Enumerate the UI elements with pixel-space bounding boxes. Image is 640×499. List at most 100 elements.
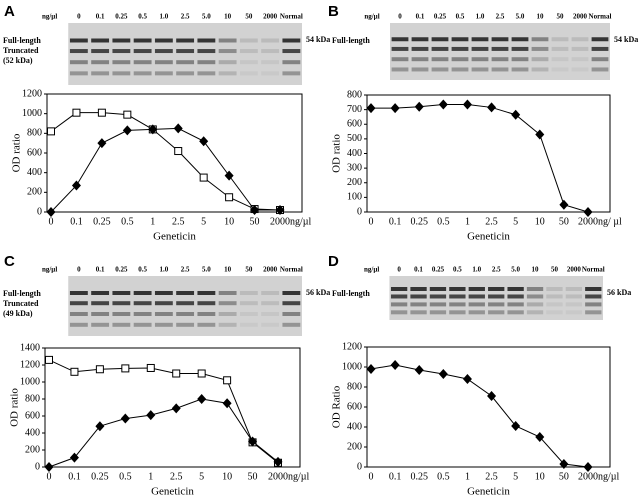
y-tick-label: 800: [347, 89, 362, 100]
marker: [72, 108, 81, 117]
gel-band: [197, 60, 216, 65]
lane-label: 0: [77, 266, 81, 274]
gel-band: [546, 310, 563, 315]
marker: [45, 355, 53, 364]
y-tick-label: 0: [357, 461, 362, 472]
gel-band: [91, 322, 110, 327]
x-tick-label: 5: [513, 216, 518, 227]
y-tick-label: 200: [27, 187, 42, 198]
lane-label: 2.5: [181, 13, 190, 21]
marker: [390, 103, 400, 114]
x-tick-label: 2.5: [170, 471, 183, 482]
gel-band: [507, 294, 524, 299]
gel-band: [282, 291, 301, 295]
x-tick-label: 5: [201, 216, 206, 227]
plot-frame: [366, 94, 611, 213]
gel-band: [511, 67, 529, 72]
gel-band: [488, 294, 505, 299]
y-tick-label: 1200: [20, 359, 40, 370]
marker: [146, 363, 155, 372]
lane-label: 0.1: [414, 266, 423, 274]
y-tick-label: 800: [347, 381, 362, 392]
gel-band: [133, 291, 152, 295]
gel-band: [282, 301, 301, 306]
gel-band-label: Truncated: [3, 299, 39, 308]
y-axis-label: OD ratio: [9, 388, 21, 427]
gel-band: [468, 294, 485, 299]
marker: [535, 129, 545, 140]
gel-band: [261, 71, 280, 76]
gel-band: [468, 302, 485, 307]
lane-label: 0.5: [138, 266, 147, 274]
gel-band: [410, 294, 427, 299]
gel-band: [410, 310, 427, 315]
lane-label: ng/µl: [364, 13, 379, 21]
marker: [224, 170, 234, 181]
lane-label: 10: [532, 266, 540, 274]
lane-label: 0.25: [115, 266, 128, 274]
marker: [70, 367, 79, 376]
gel-band: [468, 287, 485, 291]
x-tick-label: 0: [49, 216, 54, 227]
gel-band: [69, 71, 88, 76]
gel-band: [531, 67, 549, 72]
gel-band: [488, 310, 505, 315]
gel-band: [69, 38, 88, 43]
gel-band: [391, 57, 409, 62]
marker: [148, 124, 158, 135]
x-tick-label: 2000: [578, 216, 598, 227]
y-tick-label: 400: [25, 427, 40, 438]
lane-label: 10: [224, 266, 232, 274]
x-tick-label: 0.1: [68, 471, 81, 482]
gel-band: [261, 312, 280, 316]
y-tick-label: 400: [347, 421, 362, 432]
gel-band: [468, 310, 485, 315]
x-tick-label: 0: [47, 471, 52, 482]
gel-band: [449, 302, 466, 307]
lane-label: 10: [224, 13, 232, 21]
x-tick-label: 0.25: [93, 216, 111, 227]
gel-band: [261, 322, 280, 327]
gel-band: [507, 302, 524, 307]
x-tick-label: 1: [150, 216, 155, 227]
gel-band-label: Truncated: [3, 46, 39, 55]
y-tick-label: 800: [27, 128, 42, 139]
y-axis-label: OD Ratio: [331, 385, 343, 428]
x-tick-label: 0.1: [389, 471, 402, 482]
panel-label: A: [4, 3, 15, 20]
y-tick-label: 400: [347, 148, 362, 159]
marker: [71, 180, 81, 191]
marker: [199, 136, 209, 147]
y-tick-label: 0: [35, 461, 40, 472]
lane-label: 0.5: [456, 13, 465, 21]
x-axis-label: Geneticin: [151, 486, 194, 498]
marker: [199, 173, 208, 182]
gel-band: [429, 310, 447, 315]
gel-band: [112, 301, 131, 306]
x-tick-label: 50: [248, 471, 258, 482]
gel-band: [133, 322, 152, 327]
x-tick-label: 5: [513, 471, 518, 482]
x-tick-label: 0.5: [121, 216, 134, 227]
y-tick-label: 600: [27, 147, 42, 158]
x-tick-label: 10: [222, 471, 232, 482]
y-tick-label: 600: [347, 401, 362, 412]
gel-band: [411, 67, 429, 72]
marker: [487, 102, 497, 113]
gel-band: [507, 310, 524, 315]
size-label: 56 kDa: [607, 288, 631, 297]
gel-band: [546, 294, 563, 299]
gel-band: [411, 37, 429, 42]
lane-label: 1.0: [476, 13, 485, 21]
gel-image: [68, 276, 302, 336]
marker: [146, 410, 156, 421]
gel-band-label: (49 kDa): [3, 309, 33, 318]
gel-band: [491, 37, 509, 42]
gel-band: [431, 37, 449, 42]
y-tick-label: 600: [347, 119, 362, 130]
x-tick-label: 0.1: [70, 216, 83, 227]
gel-band: [197, 312, 216, 316]
marker: [69, 452, 79, 463]
lane-label: 50: [245, 13, 253, 21]
gel-band: [112, 60, 131, 65]
